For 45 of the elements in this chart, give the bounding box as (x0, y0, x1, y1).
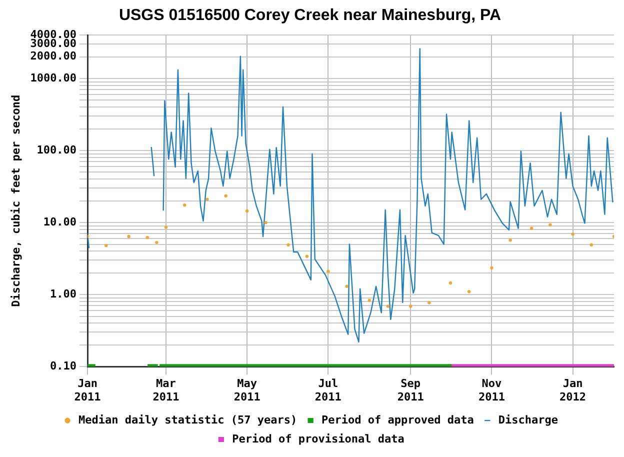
point (326, 270, 330, 273)
x-tick-label: Jan 2012 (560, 377, 586, 404)
point (146, 236, 149, 240)
y-tick-label: 100.00 (36, 143, 77, 156)
point (305, 254, 309, 258)
point (206, 198, 209, 201)
y-tick-label: 10.00 (43, 215, 77, 228)
legend-label: Median daily statistic (57 years) (78, 413, 298, 426)
legend-label: Period of approved data (322, 413, 474, 426)
y-tick-label: 1000.00 (30, 71, 77, 84)
point (530, 226, 534, 230)
point (183, 203, 186, 207)
point (264, 220, 268, 224)
x-tick-label: Mar 2011 (152, 377, 180, 404)
point (386, 304, 390, 308)
point (164, 226, 168, 229)
point (428, 301, 431, 304)
x-tick-label: Jul 2011 (314, 377, 342, 404)
y-tick-label: 2000.00 (30, 50, 77, 63)
y-axis-title: Discharge, cubic feet per second (9, 94, 22, 307)
legend-label: Period of provisional data (232, 432, 404, 446)
point (104, 244, 108, 248)
point (548, 223, 552, 226)
point (409, 304, 412, 308)
point (490, 266, 494, 270)
point (286, 243, 290, 246)
point (448, 281, 452, 285)
point (590, 243, 593, 246)
x-tick-label: Nov 2011 (478, 377, 506, 404)
x-tick-label: May 2011 (234, 377, 261, 404)
point (368, 298, 371, 302)
x-tick-label: Jan 2011 (74, 377, 102, 404)
point (571, 232, 574, 236)
point (127, 234, 130, 238)
point (467, 290, 471, 294)
point (245, 209, 249, 213)
y-tick-label: 1.00 (50, 287, 77, 300)
x-tick-label: Sep 2011 (397, 377, 424, 404)
point (224, 194, 228, 198)
y-tick-label: 0.10 (50, 359, 77, 372)
point (155, 240, 158, 244)
point (508, 238, 512, 242)
point (345, 284, 348, 288)
chart-title: USGS 01516500 Corey Creek near Mainesburg, PA (118, 7, 502, 24)
legend-label: Discharge (498, 413, 558, 426)
